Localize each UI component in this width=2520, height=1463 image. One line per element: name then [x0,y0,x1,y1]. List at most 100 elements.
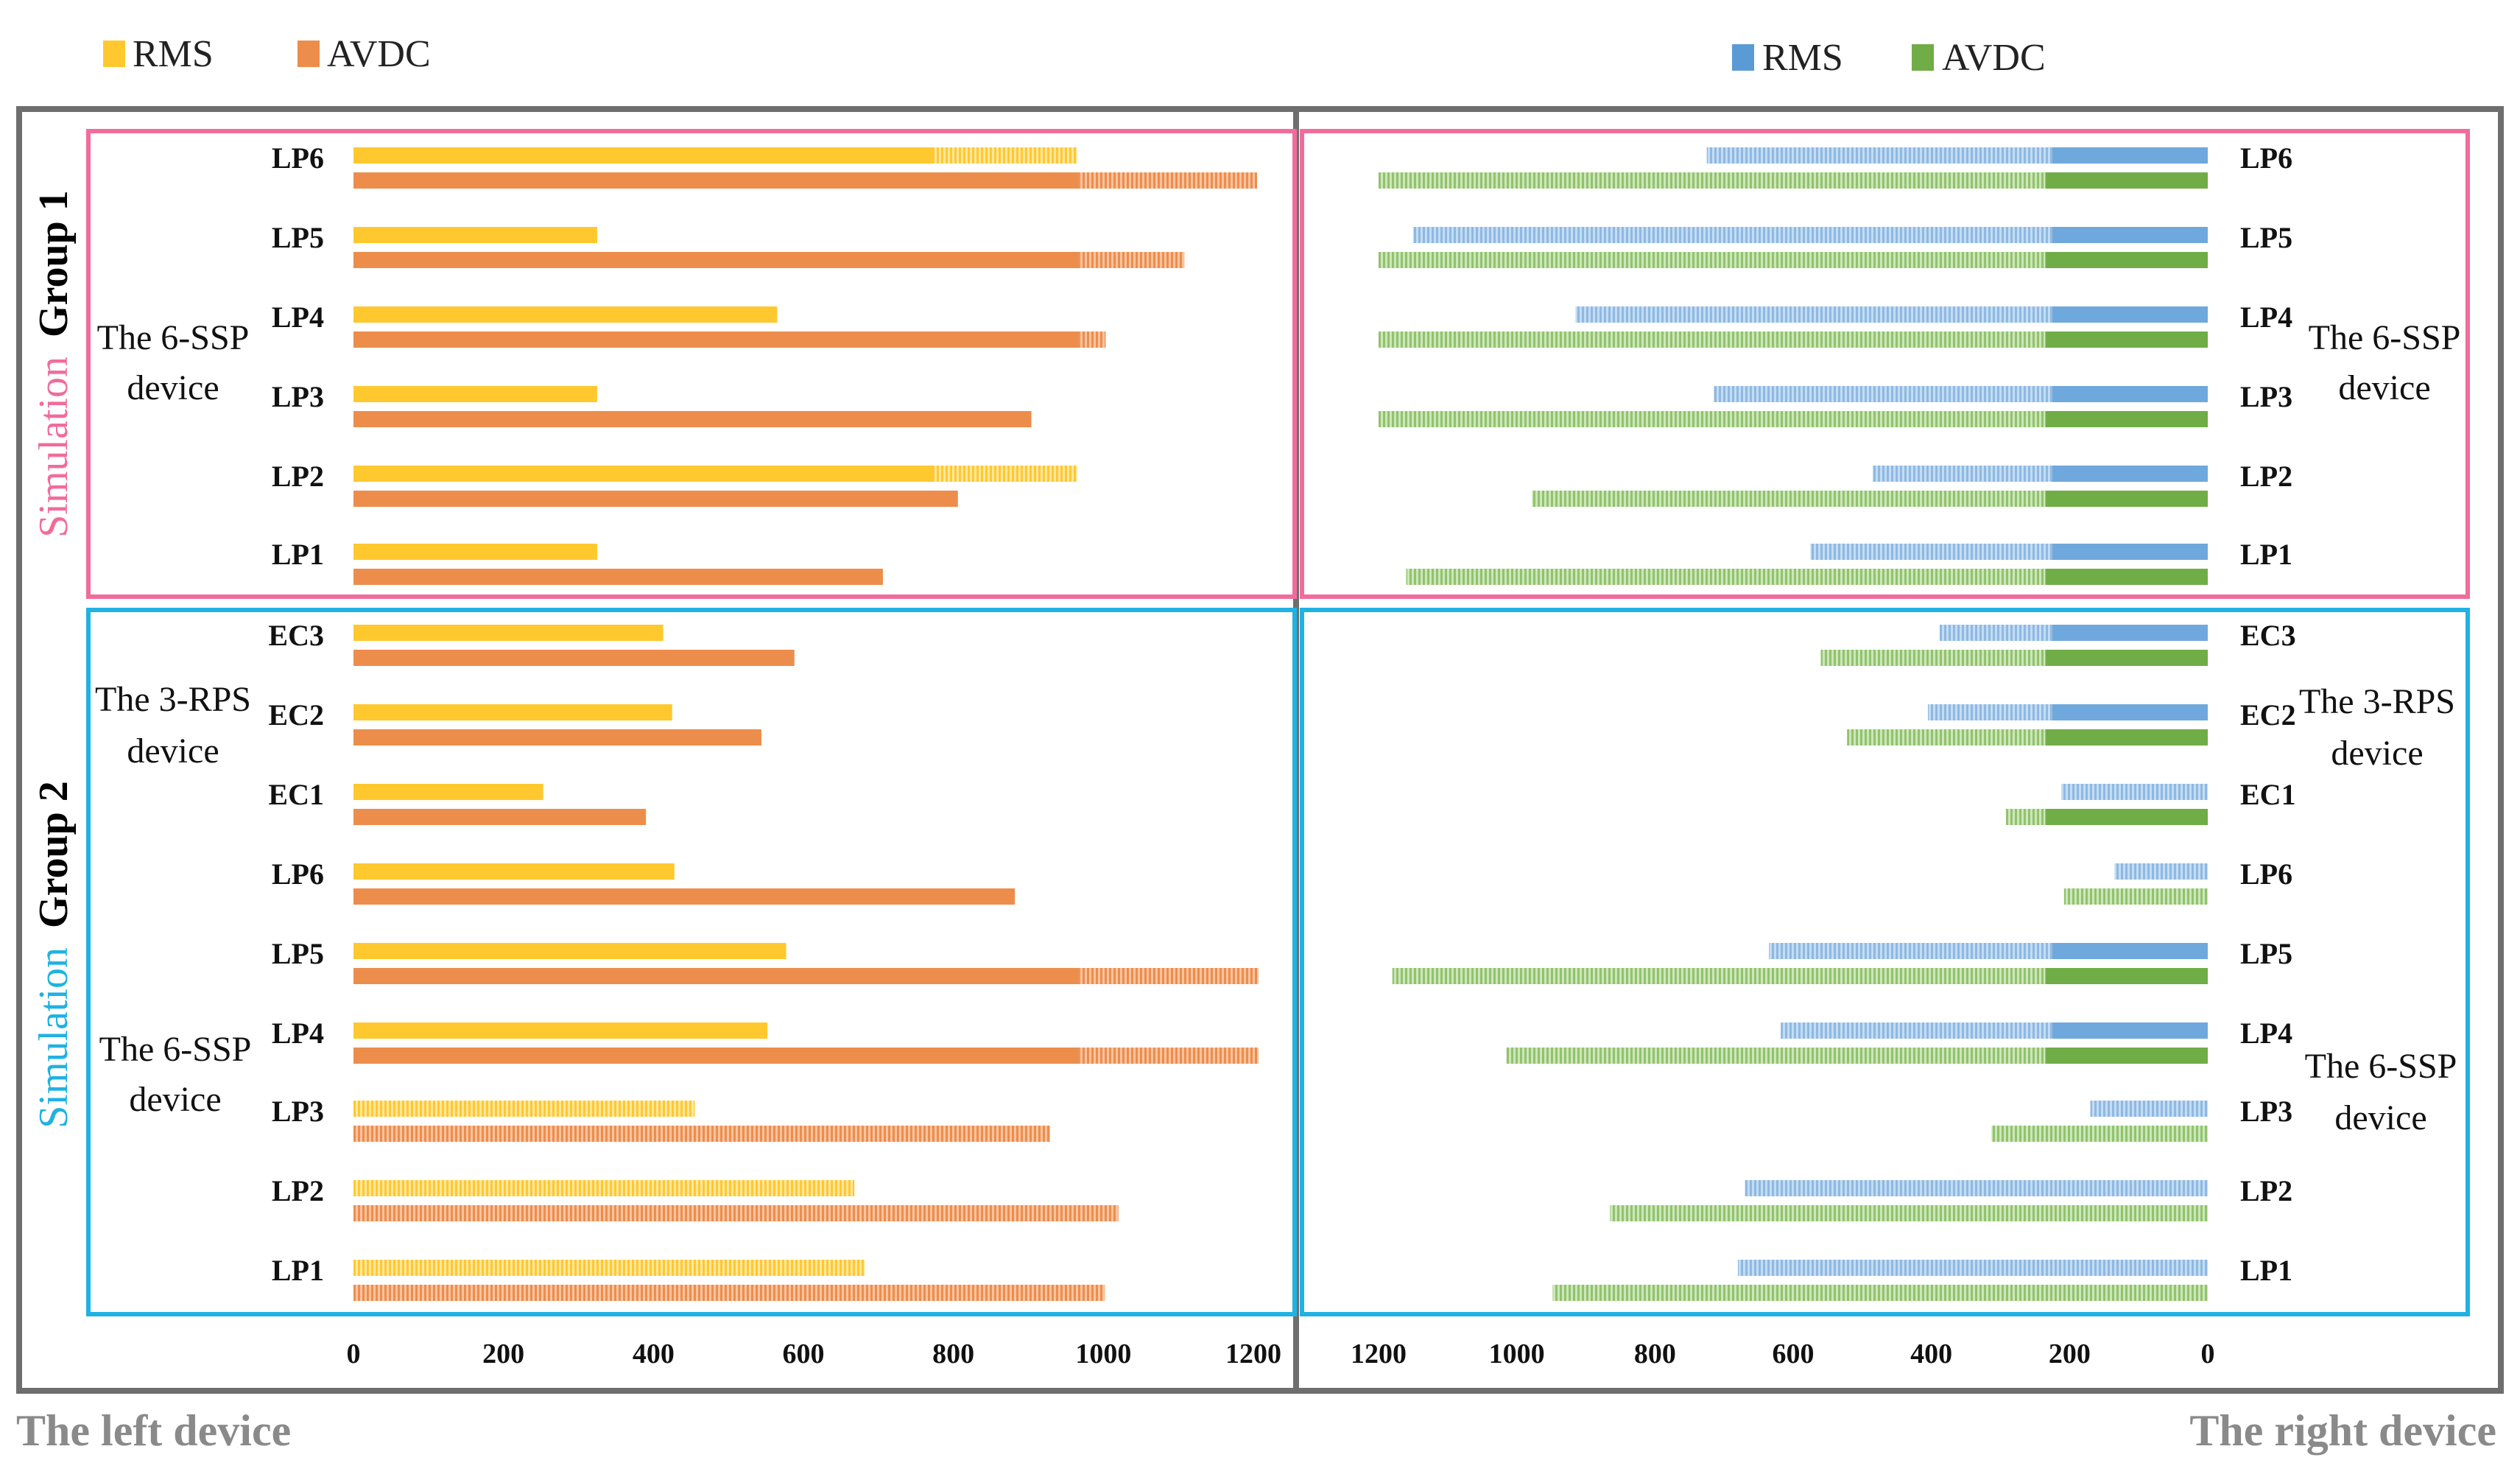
right-bar-avdc-lp6-9-shared [2063,888,2208,905]
outer-frame [16,106,2504,1394]
left-bar-rms-lp4-2 [353,306,778,323]
right-bar-avdc-lp4-11 [2045,1048,2208,1064]
legend-swatch-rms-right [1732,44,1754,71]
right-bar-avdc-lp1-5-shared [1406,569,2046,585]
right-bar-avdc-ec2-7 [2045,729,2208,745]
right-bar-rms-lp3-3-shared [1714,386,2052,402]
right-bar-rms-lp2-13-shared [1745,1180,2208,1196]
right-category-label-lp1-5: LP1 [2240,538,2292,571]
right-bar-rms-lp4-2-shared [1575,306,2052,323]
left-category-label-lp6-9: LP6 [272,857,324,891]
left-bar-avdc-lp6-0 [353,172,1080,189]
group2-title-simulation: Simulation [31,947,77,1129]
left-bar-avdc-lp4-11 [353,1048,1080,1064]
right-bar-rms-ec1-8-shared [2061,784,2208,800]
left-panel-bars [353,147,1259,1301]
right-bar-rms-lp1-5-shared [1810,544,2052,560]
legend-swatch-avdc-left [298,41,320,67]
left-bar-avdc-ec2-7 [353,729,761,745]
right-bar-avdc-lp2-13-shared [1610,1205,2208,1221]
group1-title: Simulation Group 1 [31,190,77,538]
g2-right-device-label-1-line1: The 3-RPS [2299,682,2455,721]
group2-box-left [86,608,1297,1316]
group1-title-group: Group 1 [31,190,77,337]
right-bar-avdc-lp5-1-shared [1379,252,2046,268]
legend-label-rms-right: RMS [1762,37,1843,79]
footer-left-device: The left device [16,1406,291,1455]
left-x-tick-label-800: 800 [932,1339,974,1369]
right-bar-rms-lp3-3 [2052,386,2208,402]
right-category-label-ec2-7: EC2 [2240,698,2296,732]
left-bar-avdc-lp5-10-shared [1079,968,1259,984]
left-bar-rms-lp6-0 [353,147,935,164]
left-category-label-lp1-5: LP1 [272,538,324,571]
left-category-label-ec1-8: EC1 [268,778,324,811]
g1-right-device-label-line2: device [2338,368,2430,407]
group2-title-group: Group 2 [31,781,77,928]
right-bar-rms-lp2-4-shared [1872,466,2052,482]
left-bar-rms-lp3-3 [353,386,597,402]
right-bar-avdc-lp1-5 [2045,569,2208,585]
group1-box-right [1300,129,2470,599]
left-bar-avdc-lp1-14-shared [353,1285,1105,1301]
left-bar-avdc-lp5-1 [353,252,1080,268]
left-x-tick-label-0: 0 [347,1339,361,1369]
group1-box-left [86,129,1297,599]
legend-label-avdc-right: AVDC [1942,37,2046,79]
footer-right-device: The right device [2189,1406,2496,1455]
right-bar-rms-lp5-1 [2052,227,2208,243]
right-x-tick-label-800: 800 [1634,1339,1676,1369]
g2-left-device-label-2-line2: device [129,1080,221,1119]
right-bar-avdc-lp5-10-shared [1392,968,2046,984]
right-category-label-lp5-10: LP5 [2240,937,2292,970]
right-bar-avdc-lp2-4-shared [1532,491,2046,507]
right-bar-rms-lp6-9-shared [2114,863,2208,880]
left-bar-avdc-ec1-8 [353,809,647,825]
right-category-label-lp4-2: LP4 [2240,301,2292,334]
g1-left-device-label-line1: The 6-SSP [97,318,250,357]
right-bar-rms-ec3-6 [2052,625,2208,641]
g2-right-device-label-2-line2: device [2334,1098,2426,1137]
g1-left-device-label-line2: device [127,368,219,407]
left-category-label-ec2-7: EC2 [268,698,324,732]
legend-swatch-rms-left [103,41,125,67]
left-bar-avdc-lp6-0-shared [1079,172,1258,189]
right-x-axis-ticks: 1200 1000 800 600 400 200 0 [1351,1339,2215,1369]
right-bar-avdc-lp1-14-shared [1552,1285,2208,1301]
g2-right-device-label-2-line1: The 6-SSP [2305,1047,2457,1086]
left-bar-rms-lp3-12-shared [353,1101,695,1117]
right-bar-rms-ec2-7 [2052,704,2208,720]
right-category-label-lp2-13: LP2 [2240,1174,2292,1207]
left-bar-avdc-lp4-11-shared [1079,1048,1259,1064]
left-bar-rms-ec1-8 [353,784,543,800]
right-bar-rms-lp4-11 [2052,1022,2208,1039]
g2-left-device-label-1-line2: device [127,732,219,771]
right-bar-avdc-lp2-4 [2045,491,2208,507]
right-category-label-lp1-14: LP1 [2240,1254,2292,1287]
left-category-label-lp5-10: LP5 [272,937,324,970]
left-bar-avdc-lp2-4 [353,491,958,507]
left-bar-avdc-lp5-10 [353,968,1080,984]
right-category-label-lp6-9: LP6 [2240,857,2292,891]
right-category-label-lp2-4: LP2 [2240,460,2292,493]
g2-left-device-label-2-line1: The 6-SSP [99,1030,252,1069]
left-category-label-lp3-3: LP3 [272,380,324,413]
left-bar-rms-lp2-4-shared [935,466,1077,482]
right-bar-avdc-lp6-0-shared [1379,172,2046,189]
left-bar-rms-ec2-7 [353,704,672,720]
right-category-label-lp3-12: LP3 [2240,1095,2292,1128]
legend-label-avdc-left: AVDC [327,33,431,75]
right-bar-rms-lp4-11-shared [1781,1022,2052,1039]
left-x-tick-label-200: 200 [482,1339,524,1369]
left-category-label-lp3-12: LP3 [272,1095,324,1128]
right-bar-rms-lp6-0-shared [1706,147,2052,164]
left-category-labels: LP6 LP5 LP4 LP3 LP2 LP1 EC3 EC2 EC1 LP6 LP5 LP4 LP3 L… [268,141,324,1287]
right-bar-avdc-lp3-3 [2045,411,2208,427]
group2-title: Simulation Group 2 [31,781,77,1129]
right-bar-avdc-lp4-2 [2045,331,2208,348]
right-bar-avdc-ec3-6 [2045,650,2208,666]
left-x-tick-label-1000: 1000 [1075,1339,1131,1369]
left-category-label-ec3-6: EC3 [268,619,324,652]
right-x-tick-label-0: 0 [2201,1339,2215,1369]
right-bar-rms-lp5-10 [2052,943,2208,959]
